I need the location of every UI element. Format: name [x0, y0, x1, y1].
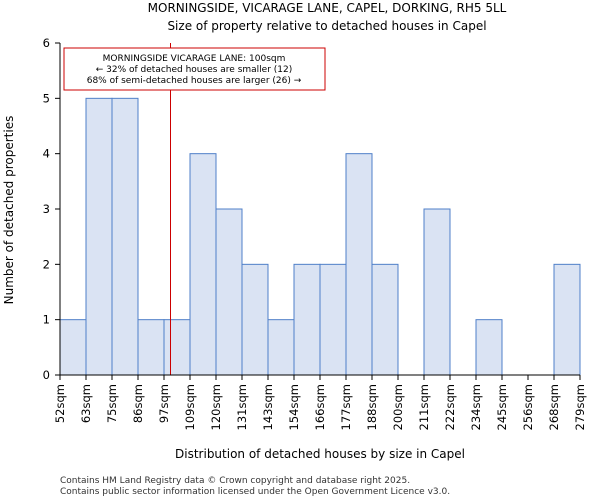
- x-tick-label: 268sqm: [547, 384, 561, 430]
- x-tick-label: 188sqm: [365, 384, 379, 430]
- x-tick-label: 109sqm: [183, 384, 197, 430]
- annotation-line-1: MORNINGSIDE VICARAGE LANE: 100sqm: [103, 54, 286, 64]
- y-tick-label: 6: [43, 36, 50, 50]
- x-tick-label: 120sqm: [209, 384, 223, 430]
- chart-subtitle: Size of property relative to detached ho…: [167, 19, 486, 33]
- bar-63sqm: [85, 97, 113, 376]
- y-tick-label: 1: [43, 313, 50, 327]
- bar-109sqm: [189, 153, 217, 376]
- y-ticks-group: 0 1 2 3 4 5 6: [43, 36, 60, 382]
- bar-166sqm: [319, 263, 347, 376]
- annotation-line-3: 68% of semi-detached houses are larger (…: [87, 76, 302, 86]
- x-tick-label: 245sqm: [495, 384, 509, 430]
- x-tick-label: 75sqm: [105, 384, 119, 423]
- bar-188sqm: [371, 263, 399, 376]
- x-tick-label: 143sqm: [261, 384, 275, 430]
- annotation-line-2: ← 32% of detached houses are smaller (12…: [96, 65, 293, 75]
- x-ticks-group: 52sqm 63sqm 75sqm 86sqm 97sqm 109sqm 120sqm 131…: [53, 375, 587, 430]
- y-tick-label: 0: [43, 368, 50, 382]
- y-tick-label: 3: [43, 202, 50, 216]
- bars-group: [59, 97, 581, 376]
- x-tick-label: 177sqm: [339, 384, 353, 430]
- bar-211sqm: [423, 208, 451, 376]
- bar-154sqm: [293, 263, 321, 376]
- footer-line-1: Contains HM Land Registry data © Crown c…: [60, 476, 410, 486]
- x-tick-label: 154sqm: [287, 384, 301, 430]
- x-tick-label: 166sqm: [313, 384, 327, 430]
- x-tick-label: 52sqm: [53, 384, 67, 423]
- footer-line-2: Contains public sector information licen…: [60, 487, 450, 497]
- bar-75sqm: [111, 97, 139, 376]
- y-tick-label: 2: [43, 257, 50, 271]
- x-tick-label: 200sqm: [391, 384, 405, 430]
- bar-177sqm: [345, 153, 373, 376]
- x-tick-label: 279sqm: [573, 384, 587, 430]
- bar-268sqm: [553, 263, 581, 376]
- x-tick-label: 256sqm: [521, 384, 535, 430]
- y-axis-title: Number of detached properties: [2, 116, 16, 305]
- x-tick-label: 63sqm: [79, 384, 93, 423]
- annotation-box: MORNINGSIDE VICARAGE LANE: 100sqm ← 32% …: [63, 47, 326, 91]
- bar-120sqm: [215, 208, 243, 376]
- x-tick-label: 234sqm: [469, 384, 483, 430]
- x-tick-label: 86sqm: [131, 384, 145, 423]
- bar-143sqm: [267, 319, 295, 376]
- x-axis-title: Distribution of detached houses by size …: [175, 447, 465, 461]
- annotation-frame: [63, 47, 326, 91]
- bar-97sqm: [163, 319, 191, 376]
- x-tick-label: 211sqm: [417, 384, 431, 430]
- bar-52sqm: [59, 319, 87, 376]
- bar-86sqm: [137, 319, 165, 376]
- x-tick-label: 97sqm: [157, 384, 171, 423]
- x-tick-label: 222sqm: [443, 384, 457, 430]
- y-tick-label: 5: [43, 91, 50, 105]
- x-tick-label: 131sqm: [235, 384, 249, 430]
- bar-234sqm: [475, 319, 503, 376]
- chart-title: MORNINGSIDE, VICARAGE LANE, CAPEL, DORKI…: [148, 1, 507, 15]
- y-tick-label: 4: [43, 147, 50, 161]
- bar-131sqm: [241, 263, 269, 376]
